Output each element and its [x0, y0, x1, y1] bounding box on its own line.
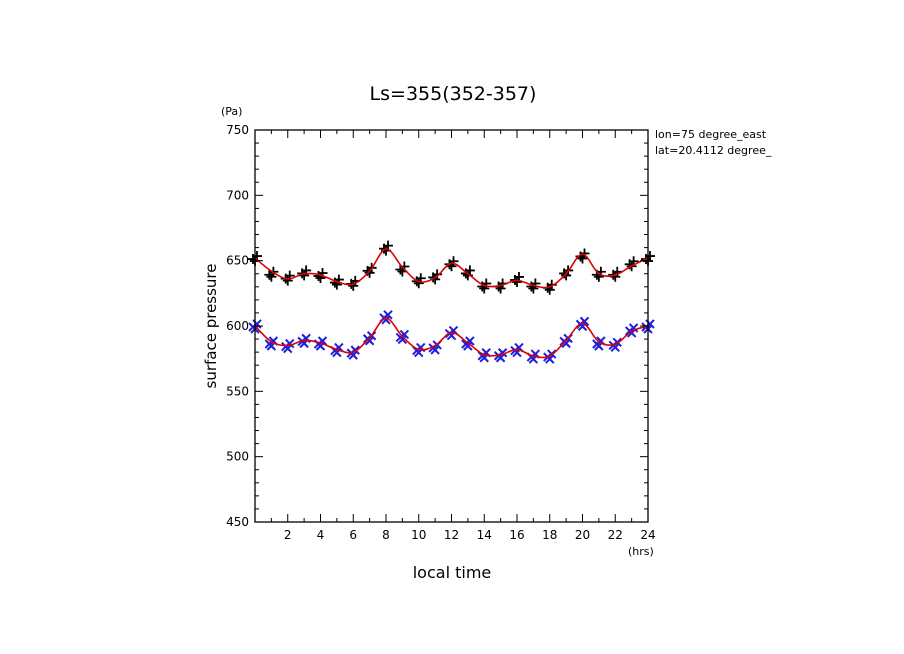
data-point-cross [465, 336, 475, 346]
x-axis-label: local time [413, 563, 492, 582]
x-tick-label: 12 [444, 528, 459, 542]
data-point-plus [530, 278, 541, 289]
x-tick-label: 10 [411, 528, 426, 542]
data-point-plus [577, 253, 588, 264]
data-point-cross [399, 329, 410, 340]
y-tick-label: 750 [226, 123, 249, 137]
data-point-plus [561, 270, 572, 281]
data-point-plus [512, 276, 522, 287]
data-point-cross [381, 315, 391, 325]
annotation-lon: lon=75 degree_east [655, 128, 767, 141]
plot-frame [254, 129, 649, 523]
data-point-plus [364, 267, 375, 278]
data-point-cross [628, 323, 639, 333]
x-tick-label: 2 [284, 528, 292, 542]
data-point-cross [397, 334, 408, 345]
y-tick-label: 650 [226, 254, 249, 268]
fit-line-0 [254, 248, 649, 289]
data-point-plus [413, 278, 424, 289]
x-tick-label: 22 [608, 528, 623, 542]
data-point-cross [317, 336, 328, 346]
x-tick-label: 20 [575, 528, 590, 542]
y-tick-label: 500 [226, 450, 249, 464]
data-point-cross [334, 342, 344, 353]
x-tick-label: 8 [382, 528, 390, 542]
y-unit-label: (Pa) [221, 105, 242, 118]
x-tick-label: 14 [477, 528, 492, 542]
data-point-plus [348, 280, 359, 291]
y-tick-label: 550 [226, 384, 249, 398]
data-point-plus [282, 275, 293, 286]
chart-title: Ls=355(352-357) [370, 83, 537, 105]
y-tick-label: 600 [226, 319, 249, 333]
x-tick-label: 16 [509, 528, 524, 542]
x-unit-label: (hrs) [628, 545, 654, 558]
series-layer [248, 240, 655, 364]
x-tick-label: 6 [349, 528, 357, 542]
data-point-plus [579, 248, 590, 259]
fit-line-1 [254, 317, 649, 359]
data-point-plus [464, 265, 475, 276]
tick-layer: 2 4 6 8 10 12 14 16 18 20 22 2445050055060065070075… [226, 123, 656, 542]
y-axis-label: surface pressure [202, 264, 220, 389]
data-point-plus [432, 269, 443, 280]
data-point-plus [546, 279, 557, 290]
data-point-cross [561, 338, 571, 349]
x-tick-label: 4 [317, 528, 325, 542]
data-point-plus [610, 271, 621, 282]
data-point-cross [364, 336, 375, 346]
x-tick-label: 24 [640, 528, 655, 542]
y-tick-label: 450 [226, 515, 249, 529]
data-point-plus [266, 271, 277, 282]
y-tick-label: 700 [226, 188, 249, 202]
data-point-plus [645, 251, 655, 262]
x-tick-label: 18 [542, 528, 557, 542]
annotation-lat: lat=20.4112 degree_ [655, 144, 772, 157]
marker-series-1 [248, 310, 655, 364]
data-point-cross [252, 319, 262, 329]
data-point-cross [463, 341, 473, 351]
data-point-plus [448, 256, 459, 267]
